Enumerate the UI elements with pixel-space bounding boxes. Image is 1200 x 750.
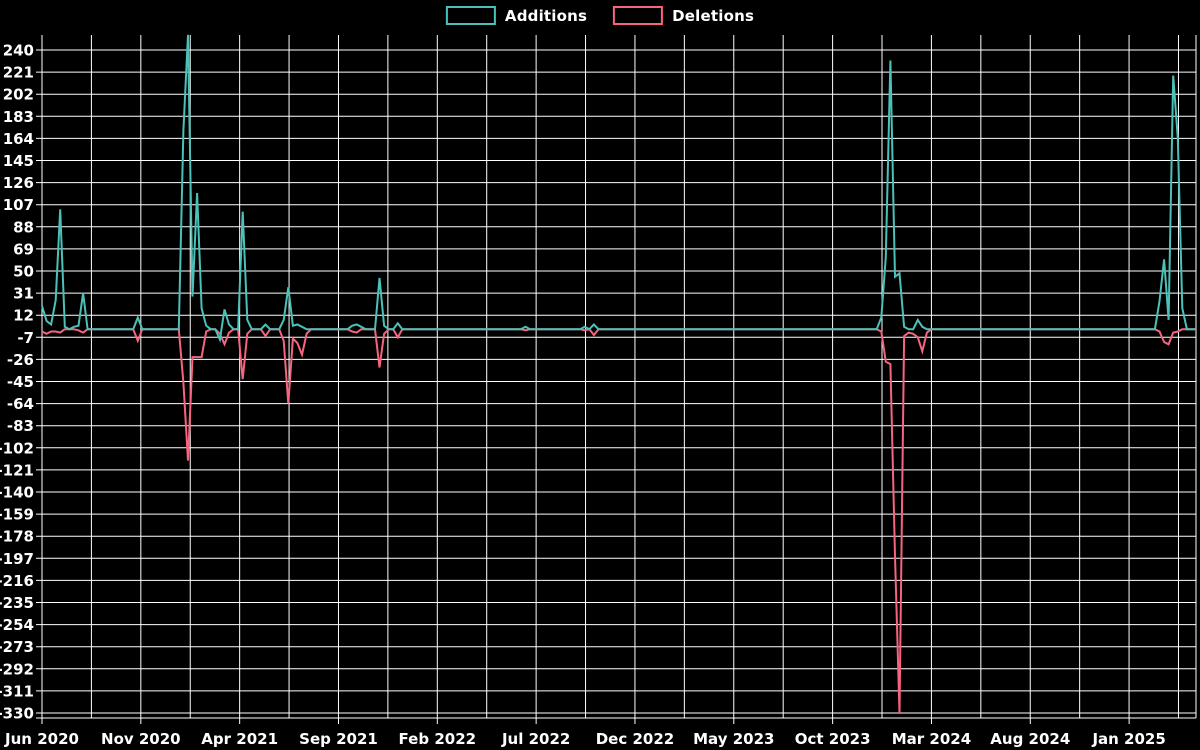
- y-tick-label: -292: [0, 660, 34, 678]
- x-tick-label: May 2023: [693, 730, 774, 748]
- chart-legend: Additions Deletions: [445, 6, 754, 25]
- vertical-gridlines: [41, 35, 1197, 718]
- x-tick-label: Jan 2025: [1091, 730, 1165, 748]
- x-tick-label: Jul 2022: [501, 730, 570, 748]
- x-tick-label: Aug 2024: [990, 730, 1070, 748]
- additions-legend-label: Additions: [504, 6, 588, 25]
- y-tick-label: 88: [13, 218, 34, 236]
- y-tick-label: -178: [0, 528, 34, 546]
- y-tick-label: 12: [13, 307, 34, 325]
- y-tick-label: 183: [3, 108, 34, 126]
- y-tick-label: -64: [7, 395, 34, 413]
- series-line-additions: [41, 34, 1196, 344]
- y-tick-label: 202: [3, 86, 34, 104]
- y-tick-label: 240: [3, 42, 34, 60]
- y-tick-label: 145: [3, 152, 34, 170]
- x-axis-tick-labels: Jun 2020 Nov 2020 Apr 2021 Sep 2021 Feb 2022…: [4, 718, 1166, 748]
- y-tick-label: -254: [0, 616, 34, 634]
- y-tick-label: -216: [0, 572, 34, 590]
- x-tick-label: Apr 2021: [201, 730, 278, 748]
- deletions-swatch: [613, 6, 664, 25]
- y-tick-label: -311: [0, 682, 34, 700]
- y-tick-label: 50: [13, 263, 34, 281]
- y-tick-label: 221: [3, 64, 34, 82]
- y-axis-tick-labels: 240 221 202 183 164 145 126 107 88 69 50 31 12 -7 -26 -…: [0, 42, 34, 723]
- y-tick-label: 107: [3, 196, 34, 214]
- y-tick-label: -45: [7, 373, 34, 391]
- y-tick-label: -26: [7, 351, 34, 369]
- x-tick-label: Feb 2022: [399, 730, 477, 748]
- y-tick-label: -235: [0, 594, 34, 612]
- deletions-legend-label: Deletions: [672, 6, 755, 25]
- y-tick-label: 69: [13, 240, 34, 258]
- y-tick-label: -330: [0, 705, 34, 723]
- legend-item-additions: Additions: [445, 6, 588, 25]
- y-tick-label: 126: [3, 174, 34, 192]
- y-tick-label: -197: [0, 550, 34, 568]
- y-tick-label: -102: [0, 439, 34, 457]
- x-tick-label: Jun 2020: [4, 730, 79, 748]
- x-tick-label: Nov 2020: [101, 730, 181, 748]
- horizontal-gridlines: [36, 49, 1196, 714]
- y-tick-label: -273: [0, 638, 34, 656]
- x-tick-label: Sep 2021: [299, 730, 378, 748]
- x-tick-label: Dec 2022: [596, 730, 675, 748]
- y-tick-label: -83: [7, 417, 34, 435]
- y-tick-label: 31: [13, 285, 34, 303]
- y-tick-label: -7: [17, 329, 34, 347]
- y-tick-label: 164: [3, 130, 34, 148]
- legend-item-deletions: Deletions: [613, 6, 754, 25]
- series-line-deletions: [41, 328, 1196, 714]
- additions-swatch: [445, 6, 496, 25]
- y-tick-label: -140: [0, 484, 34, 502]
- y-tick-label: -121: [0, 461, 34, 479]
- x-tick-label: Oct 2023: [795, 730, 871, 748]
- x-tick-label: Mar 2024: [892, 730, 971, 748]
- y-tick-label: -159: [0, 506, 34, 524]
